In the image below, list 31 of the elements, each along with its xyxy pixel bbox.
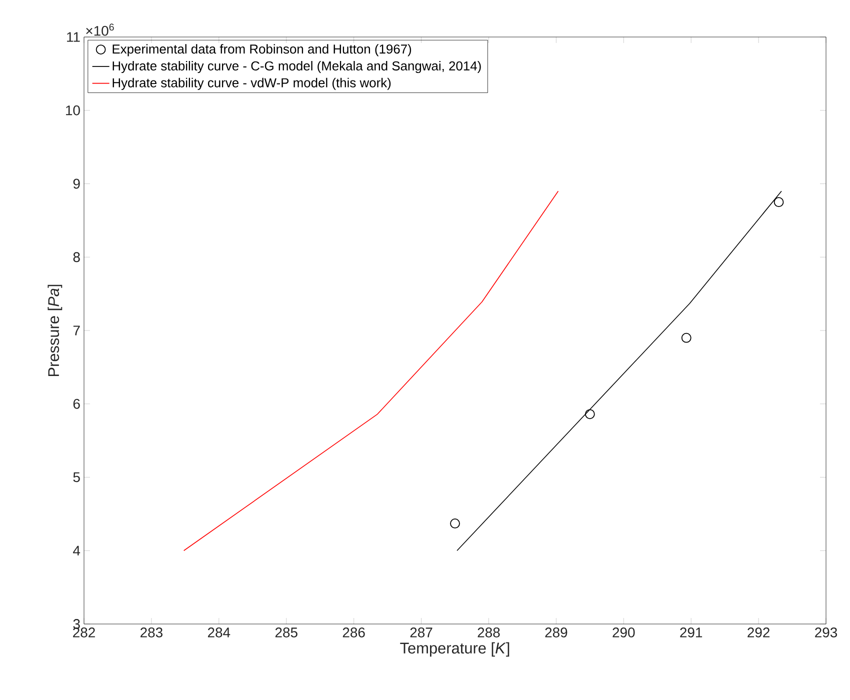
y-tick-label: 6 <box>73 398 80 409</box>
x-tick-label: 292 <box>748 628 770 638</box>
x-axis-title: Temperature [K] <box>400 642 510 657</box>
x-tick-label: 289 <box>545 628 568 638</box>
line-series <box>183 190 559 552</box>
x-tick-label: 285 <box>275 628 298 638</box>
legend-label: Hydrate stability curve - vdW-P model (this work) <box>112 78 391 90</box>
y-axis-title: Pressure [Pa] <box>48 284 62 376</box>
legend-label: Hydrate stability curve - C-G model (Mekala and Sangwai, 2014) <box>112 60 481 74</box>
x-tick-label: 293 <box>815 628 838 638</box>
point <box>681 332 692 343</box>
x-tick-label: 290 <box>612 628 635 638</box>
point <box>584 409 595 420</box>
y-tick-label: 8 <box>73 252 80 262</box>
y-tick-label: 7 <box>73 326 80 336</box>
x-tick-label: 283 <box>140 628 162 638</box>
text: ×10$^{6}$ <box>86 24 114 36</box>
x-tick-label: 284 <box>208 628 230 638</box>
y-tick-label: 5 <box>73 472 80 482</box>
y-tick-label: 4 <box>73 546 80 556</box>
x-tick-label: 286 <box>342 628 365 638</box>
x-tick-label: 288 <box>478 628 500 638</box>
point <box>450 518 460 528</box>
point <box>774 197 784 208</box>
y-tick-label: 10 <box>66 105 80 116</box>
y-tick-label: 9 <box>73 178 80 189</box>
x-tick-label: 291 <box>680 628 702 638</box>
legend-label: Experimental data from Robinson and Hutton (1967) <box>112 44 412 56</box>
x-tick-label: 282 <box>73 628 95 638</box>
y-tick-label: 11 <box>67 32 80 42</box>
x-tick-label: 287 <box>410 628 432 638</box>
